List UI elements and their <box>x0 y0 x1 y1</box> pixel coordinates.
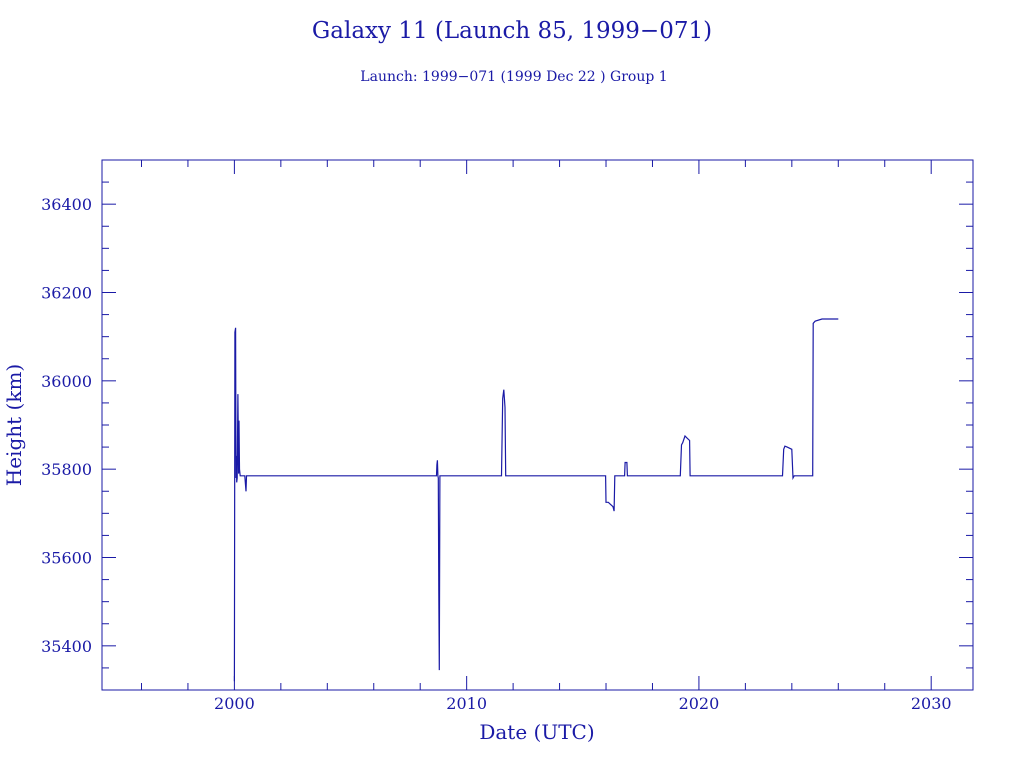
x-tick-label: 2010 <box>446 694 487 713</box>
x-tick-label: 2030 <box>911 694 952 713</box>
data-series <box>233 318 839 682</box>
axis-ticks <box>102 159 973 691</box>
series-line <box>233 318 839 682</box>
y-tick-label: 36000 <box>41 372 92 391</box>
y-tick-label: 35800 <box>41 460 92 479</box>
chart-title: Galaxy 11 (Launch 85, 1999−071) <box>312 18 712 44</box>
x-axis-title: Date (UTC) <box>479 720 594 744</box>
y-tick-label: 35600 <box>41 549 92 568</box>
y-tick-label: 36200 <box>41 284 92 303</box>
x-tick-labels: 2000 2010 2020 2030 <box>214 694 952 713</box>
y-axis-title: Height (km) <box>2 364 26 486</box>
x-tick-label: 2020 <box>679 694 720 713</box>
plot-frame <box>101 159 974 691</box>
y-tick-label: 35400 <box>41 637 92 656</box>
y-tick-label: 36400 <box>41 195 92 214</box>
chart-subtitle: Launch: 1999−071 (1999 Dec 22 ) Group 1 <box>360 69 667 85</box>
y-tick-labels: 35400 35600 35800 36000 36200 36400 <box>41 195 92 656</box>
x-tick-label: 2000 <box>214 694 255 713</box>
